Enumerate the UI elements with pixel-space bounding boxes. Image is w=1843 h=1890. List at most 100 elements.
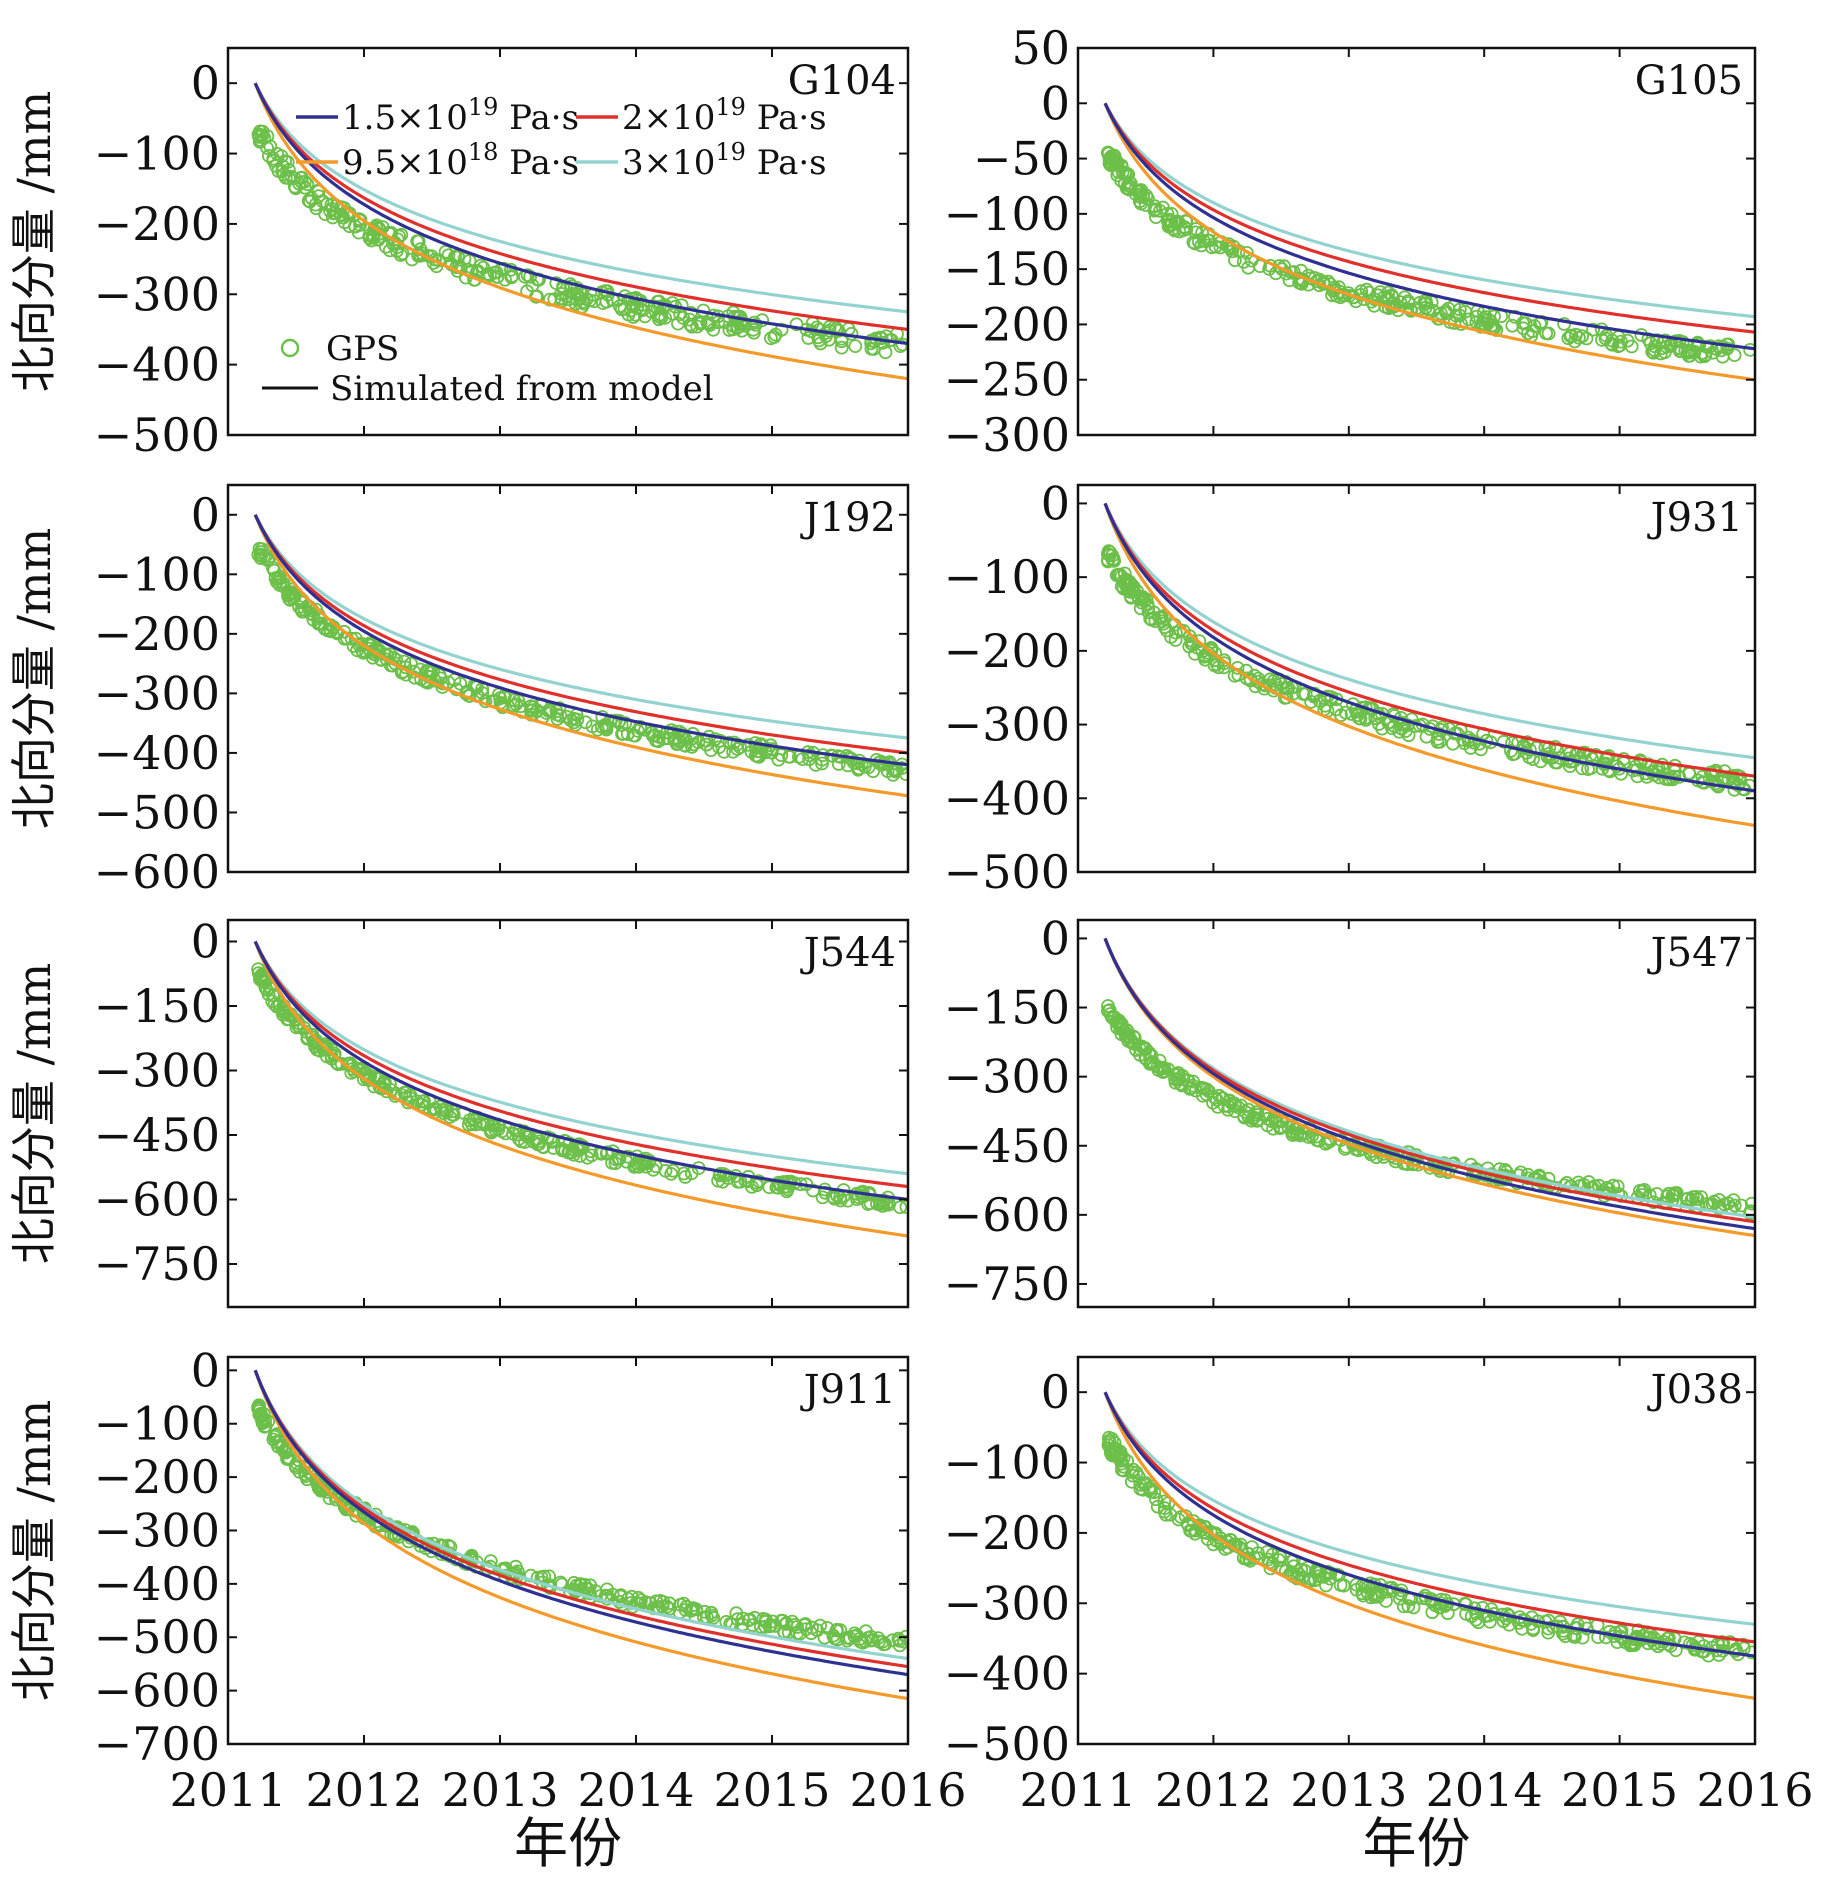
gps-point — [579, 1581, 593, 1596]
y-tick-label: −100 — [94, 1397, 220, 1451]
legend-label-model: Simulated from model — [330, 369, 714, 409]
gps-point — [505, 269, 520, 283]
panel-data — [251, 514, 908, 798]
gps-point — [1194, 1080, 1208, 1095]
gps-point — [758, 1614, 773, 1629]
gps-point — [1130, 589, 1145, 603]
gps-point — [765, 742, 780, 756]
gps-point — [621, 307, 636, 322]
gps-point — [1331, 1568, 1346, 1583]
series-line-v2e19 — [1103, 937, 1755, 1224]
gps-point — [585, 719, 600, 734]
legend-label-gps: GPS — [326, 329, 399, 369]
gps-point — [1675, 335, 1690, 349]
series-line-v3e19 — [253, 82, 908, 314]
gps-point — [1525, 1610, 1539, 1625]
series-line-v2e19 — [253, 940, 908, 1189]
legend-swatch-gps — [280, 338, 300, 358]
gps-point — [633, 720, 648, 734]
gps-point — [736, 1611, 750, 1626]
gps-point — [1143, 611, 1158, 626]
gps-point — [1586, 322, 1600, 337]
gps-point — [1441, 301, 1456, 316]
row-y-axis-label: 北向分量 /mm — [7, 1400, 61, 1701]
gps-point — [1604, 336, 1619, 351]
gps-point — [554, 286, 569, 301]
series-line-v15e19 — [253, 940, 908, 1202]
y-tick-label: −450 — [94, 1108, 220, 1162]
gps-point — [1323, 1571, 1337, 1586]
gps-point — [1726, 1193, 1741, 1207]
gps-point — [261, 552, 276, 566]
gps-point — [1634, 754, 1648, 769]
gps-point — [281, 1012, 296, 1026]
y-tick-label: −750 — [944, 1257, 1070, 1311]
gps-point — [711, 1173, 725, 1188]
gps-point — [1149, 1492, 1163, 1507]
gps-point — [328, 1492, 343, 1507]
gps-point — [579, 292, 594, 307]
y-tick-label: 0 — [1041, 476, 1070, 530]
gps-point — [1103, 1007, 1118, 1021]
x-tick-label: 2014 — [577, 1763, 694, 1817]
gps-point — [748, 317, 763, 332]
y-tick-label: −100 — [94, 547, 220, 601]
panel-data — [251, 1369, 908, 1701]
gps-point — [498, 272, 512, 287]
panel-g104: 0 −100 −200 −300 −400 −500 G104 — [94, 46, 910, 462]
series-line-v95e18 — [1103, 502, 1755, 828]
gps-point — [1141, 605, 1156, 619]
y-tick-label: −200 — [944, 1506, 1070, 1560]
gps-point — [1558, 1629, 1573, 1644]
gps-point — [1281, 1120, 1296, 1135]
gps-point — [820, 1621, 835, 1635]
row-y-axis-label: 北向分量 /mm — [7, 528, 61, 829]
gps-point — [1344, 707, 1359, 721]
gps-point — [1430, 735, 1445, 749]
series-line-v3e19 — [253, 940, 908, 1176]
series-line-v2e19 — [1103, 1391, 1755, 1644]
y-tick-label: −300 — [94, 666, 220, 720]
series-line-v95e18 — [1103, 102, 1755, 382]
panel-j192: 0−100 −200−300 −400−500 −600 J192 — [94, 483, 910, 899]
gps-point — [802, 748, 817, 763]
gps-point — [1350, 708, 1365, 723]
gps-point — [324, 197, 339, 212]
gps-point — [1195, 225, 1209, 240]
gps-point — [1307, 686, 1322, 701]
gps-point — [316, 1483, 331, 1497]
gps-point — [1665, 1188, 1680, 1203]
gps-point — [253, 551, 268, 565]
axis-titles: 北向分量 /mm 北向分量 /mm 北向分量 /mm 北向分量 /mm 年份 年份 1.5×… — [7, 91, 1471, 1875]
y-tick-label: −300 — [94, 1044, 220, 1098]
gps-point — [899, 1200, 908, 1214]
gps-point — [311, 189, 326, 204]
gps-point — [1319, 1578, 1333, 1593]
panel-g105: 500−50−100−150−200−250−300 G105 — [944, 21, 1757, 462]
gps-point — [302, 1465, 317, 1480]
gps-point — [684, 1602, 699, 1616]
gps-point — [1169, 216, 1184, 231]
panel-j547: 0 −150 −300 −450 −600 −750 J547 — [944, 911, 1757, 1311]
gps-point — [655, 1599, 670, 1614]
gps-point — [1139, 1052, 1154, 1066]
gps-point — [344, 631, 359, 646]
gps-point — [300, 1472, 315, 1487]
gps-point — [1228, 1098, 1242, 1113]
series-line-v95e18 — [253, 940, 908, 1238]
gps-point — [1251, 674, 1265, 689]
gps-point — [1400, 718, 1415, 733]
gps-point — [678, 732, 693, 747]
series-line-v15e19 — [253, 1369, 908, 1677]
gps-point — [1203, 1524, 1218, 1539]
gps-point — [1304, 695, 1318, 709]
gps-point — [1204, 643, 1219, 658]
gps-point — [1263, 1561, 1278, 1576]
gps-point — [1516, 739, 1531, 754]
x-tick-label: 2013 — [441, 1763, 558, 1817]
series-line-v95e18 — [253, 82, 908, 381]
gps-point — [1282, 273, 1297, 288]
gps-point — [252, 129, 267, 144]
gps-point — [848, 339, 863, 354]
